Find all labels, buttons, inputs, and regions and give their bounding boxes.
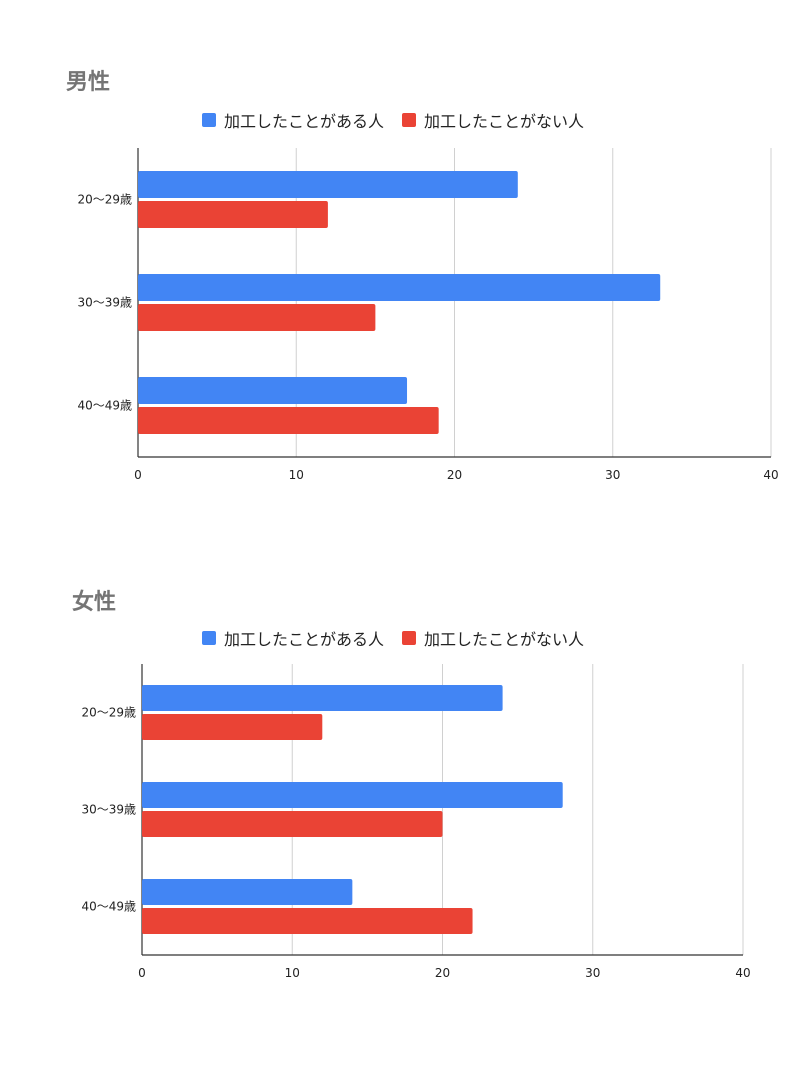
legend-swatch: [402, 631, 417, 645]
bar-not-processed: [138, 407, 439, 434]
category-label: 20〜29歳: [77, 193, 132, 207]
bar-not-processed: [138, 304, 376, 331]
bar-processed: [142, 685, 503, 711]
x-tick-label: 0: [134, 468, 142, 482]
legend-label: 加工したことがある人: [224, 112, 385, 131]
legend-swatch: [202, 631, 216, 645]
legend-item-series-1: 加工したことがある人: [202, 108, 384, 132]
legend-label: 加工したことがない人: [424, 112, 585, 131]
x-tick-label: 30: [585, 966, 600, 980]
category-label: 30〜39歳: [77, 296, 132, 310]
x-tick-label: 0: [138, 966, 146, 980]
x-tick-label: 20: [435, 966, 450, 980]
bar-processed: [138, 377, 408, 404]
chart-female: 女性 加工したことがある人 加工したことがない人 0 10 20 30 40 20〜29歳…: [0, 560, 800, 1020]
bar-processed: [142, 782, 563, 808]
bar-plot: 0 10 20 30 40 20〜29歳 30〜39歳 40〜49歳: [77, 148, 779, 482]
bar-not-processed: [142, 714, 323, 740]
x-tick-label: 10: [285, 966, 300, 980]
bar-processed: [142, 879, 353, 905]
legend-swatch: [202, 113, 216, 127]
legend-item-series-2: 加工したことがない人: [402, 626, 584, 650]
legend-swatch: [402, 113, 417, 127]
chart-legend: 加工したことがある人 加工したことがない人: [202, 108, 602, 132]
x-tick-label: 30: [605, 468, 620, 482]
x-tick-label: 40: [763, 468, 778, 482]
x-tick-label: 40: [735, 966, 750, 980]
bar-processed: [138, 171, 518, 198]
bar-not-processed: [138, 201, 328, 228]
chart-title: 男性: [66, 70, 111, 95]
bar-not-processed: [142, 908, 473, 934]
bar-plot: 0 10 20 30 40 20〜29歳 30〜39歳 40〜49歳: [81, 664, 751, 980]
bar-not-processed: [142, 811, 443, 837]
x-tick-label: 10: [289, 468, 304, 482]
legend-label: 加工したことがある人: [224, 630, 385, 649]
legend-item-series-1: 加工したことがある人: [202, 626, 384, 650]
category-label: 20〜29歳: [81, 706, 136, 720]
chart-title: 女性: [72, 590, 117, 615]
chart-legend: 加工したことがある人 加工したことがない人: [202, 626, 602, 650]
legend-label: 加工したことがない人: [424, 630, 585, 649]
chart-male: 男性 加工したことがある人 加工したことがない人 0 10 20 30 40 20〜29歳…: [0, 0, 800, 520]
category-label: 30〜39歳: [81, 803, 136, 817]
bar-processed: [138, 274, 661, 301]
x-tick-label: 20: [447, 468, 462, 482]
legend-item-series-2: 加工したことがない人: [402, 108, 584, 132]
category-label: 40〜49歳: [77, 399, 132, 413]
category-label: 40〜49歳: [81, 900, 136, 914]
